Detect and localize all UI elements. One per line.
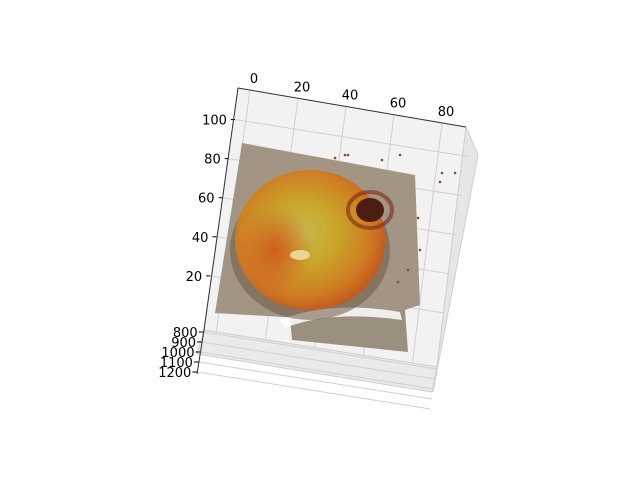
x-tick-label: 40 (342, 88, 359, 103)
apple-highlight (290, 250, 310, 260)
z-tick-label: 20 (186, 270, 203, 285)
stray-point (346, 153, 350, 157)
table-surface-lower (290, 310, 408, 352)
z-tick-label: 80 (204, 153, 221, 168)
stray-points (333, 153, 457, 284)
y-tick-label: 1000 (161, 346, 194, 361)
apple-blush (237, 205, 313, 295)
floor-pane (196, 329, 438, 393)
point-cloud (215, 143, 457, 352)
axis-edge-line (203, 87, 239, 331)
y-grid-line (198, 361, 432, 400)
x-grid-line (411, 122, 443, 364)
stray-point (343, 153, 347, 157)
x-tick-label: 80 (438, 105, 455, 120)
stray-point (418, 248, 422, 252)
y-grid-line (197, 371, 431, 410)
stray-point (453, 171, 457, 175)
axis-edge-line (196, 329, 205, 375)
x-tick-label: 60 (390, 97, 407, 112)
stray-point (440, 171, 444, 175)
z-tick-label: 60 (198, 192, 215, 207)
y-grid-line (200, 351, 434, 390)
stray-point (333, 156, 337, 160)
z-tick-label: 40 (192, 231, 209, 246)
x-tick-label: 20 (294, 80, 311, 95)
stray-point (438, 180, 442, 184)
z-tick-label: 100 (202, 114, 227, 129)
stray-point (406, 268, 410, 272)
y-tick-label: 1100 (160, 356, 193, 371)
apple-stem-ring (346, 190, 394, 230)
y-grid-line (203, 331, 437, 370)
x-tick-label: 0 (250, 72, 258, 87)
z-axis-ticks: 20 40 60 80 100 (186, 114, 235, 285)
z-grid-line (234, 119, 468, 158)
y-tick-label: 900 (171, 336, 196, 351)
y-grid-line (202, 341, 436, 380)
stray-point (396, 280, 400, 284)
stray-point (380, 158, 384, 162)
y-tick-label: 800 (173, 326, 198, 341)
apple-stem-cavity (356, 198, 384, 222)
stray-point (398, 153, 402, 157)
x-axis-ticks: 0 20 40 60 80 (250, 72, 454, 120)
axis-edge-line (237, 87, 467, 128)
y-tick-label: 1200 (158, 366, 191, 381)
side-pane (432, 125, 479, 393)
stray-point (416, 216, 420, 220)
